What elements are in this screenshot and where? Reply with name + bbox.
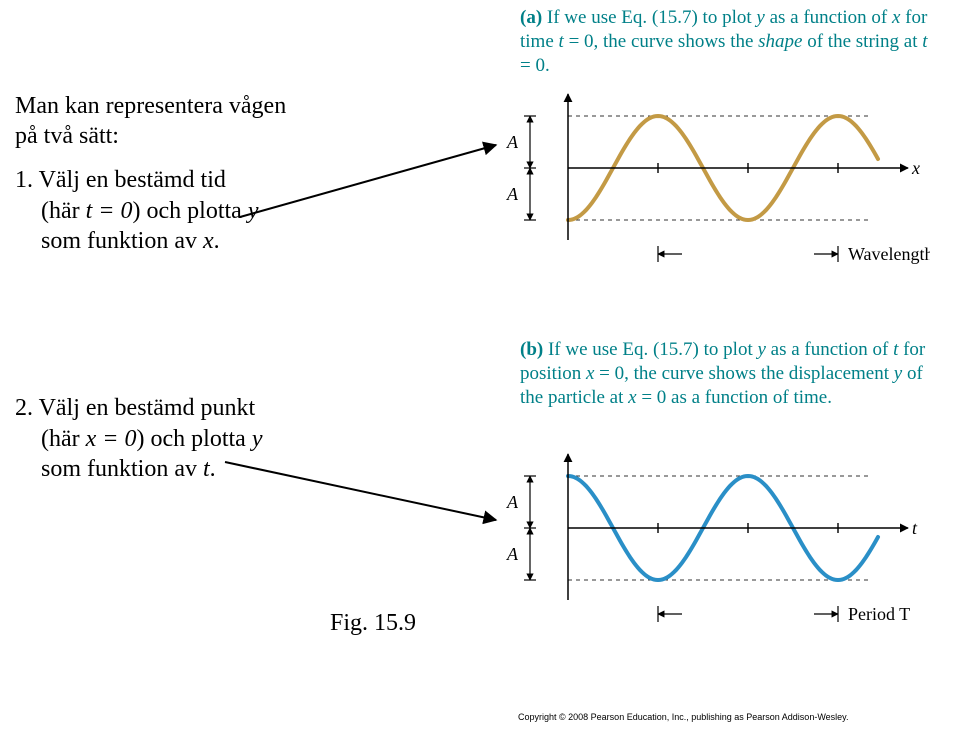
svg-text:x: x	[911, 158, 920, 178]
page: Man kan representera vågen på två sätt: …	[0, 0, 960, 729]
wave-graph-b: ytAAPeriod T	[490, 450, 930, 682]
copyright: Copyright © 2008 Pearson Education, Inc.…	[518, 712, 849, 722]
svg-text:t: t	[912, 518, 918, 538]
svg-text:A: A	[506, 492, 519, 512]
svg-text:A: A	[506, 132, 519, 152]
svg-text:Wavelength λ: Wavelength λ	[848, 244, 930, 264]
svg-text:Period T: Period T	[848, 604, 910, 624]
wave-graph-a: yxAAWavelength λ	[490, 90, 930, 310]
svg-text:A: A	[506, 544, 519, 564]
svg-text:A: A	[506, 184, 519, 204]
arrow-to-graph-a	[240, 145, 496, 217]
arrow-to-graph-b	[225, 462, 496, 520]
